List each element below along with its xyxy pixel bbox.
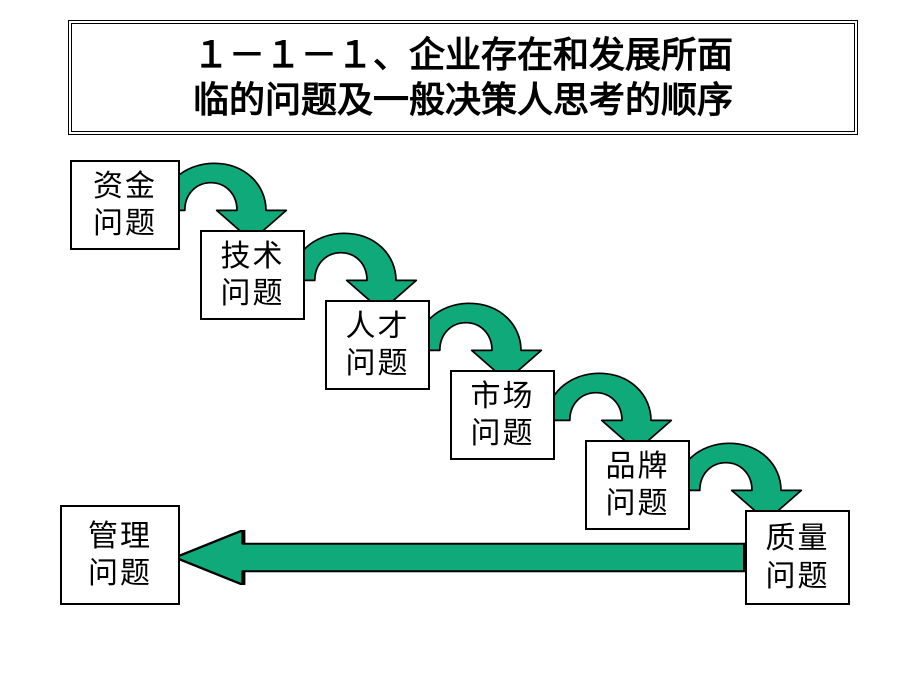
page-title: １－１－１、企业存在和发展所面 临的问题及一般决策人思考的顺序: [68, 20, 858, 135]
node-n1: 资金 问题: [70, 160, 180, 250]
node-n4: 市场 问题: [450, 370, 555, 460]
node-n2: 技术 问题: [200, 230, 305, 320]
node-n6: 质量 问题: [745, 510, 850, 605]
node-n7: 管理 问题: [60, 505, 180, 605]
left-arrow: [175, 530, 745, 585]
node-n5: 品牌 问题: [585, 440, 690, 530]
node-n3: 人才 问题: [325, 300, 430, 390]
